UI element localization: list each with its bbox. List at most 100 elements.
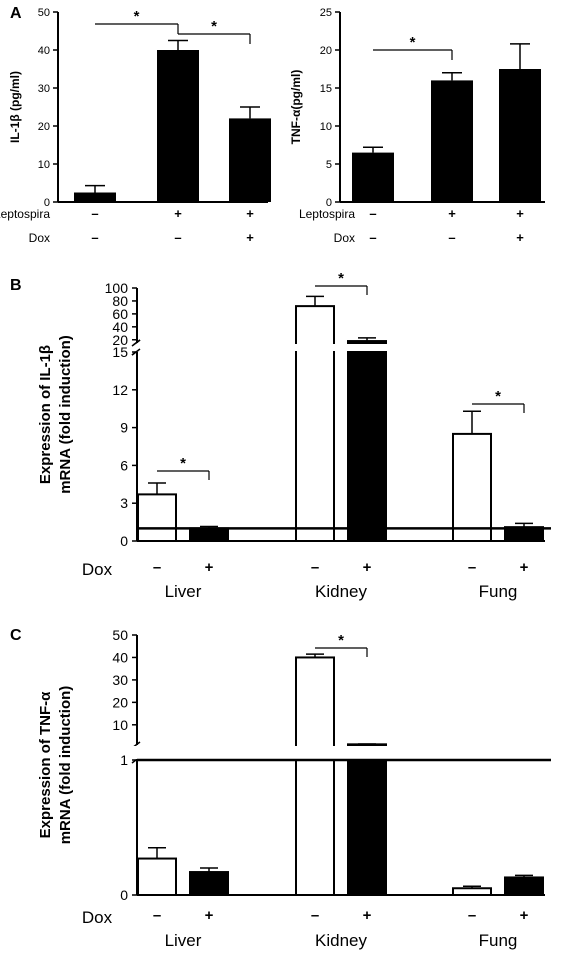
condition-label: Dox <box>29 231 50 245</box>
axis-break-mark <box>131 339 141 347</box>
y-axis-label: Expression of IL-1β <box>37 345 54 484</box>
bar <box>295 656 335 896</box>
condition-sign: + <box>448 206 456 221</box>
y-tick-label: 100 <box>105 280 129 296</box>
condition-sign: – <box>153 559 161 576</box>
y-tick-label: 0 <box>120 887 128 903</box>
significance-bracket-label: * <box>338 632 344 649</box>
bar <box>347 743 387 896</box>
condition-sign: – <box>311 907 319 924</box>
y-tick-label: 10 <box>38 159 50 171</box>
chart-tnfa-mrna: 0 1 10 20 30 40 50 Expression of TNF-α mRNA (fol… <box>37 627 551 950</box>
chart-il1b-protein: 0 10 20 30 40 50 IL-1β (pg/ml) * * Leptospira – + + D… <box>0 7 271 245</box>
y-tick-label: 15 <box>320 83 332 95</box>
bar <box>74 192 116 202</box>
axis-break-gap <box>129 746 549 759</box>
bar <box>137 493 177 543</box>
y-tick-label: 10 <box>320 121 332 133</box>
y-tick-label: 10 <box>112 717 128 733</box>
condition-sign: – <box>468 559 476 576</box>
condition-sign: – <box>468 907 476 924</box>
group-label: Fung <box>479 582 518 601</box>
y-tick-label: 15 <box>112 344 128 360</box>
y-tick-label: 20 <box>112 332 128 348</box>
bar <box>189 527 229 543</box>
condition-sign: + <box>246 206 254 221</box>
y-tick-label: 0 <box>44 197 50 209</box>
bar <box>157 50 199 202</box>
significance-bracket-label: * <box>211 18 217 35</box>
bar <box>347 340 387 543</box>
significance-bracket-label: * <box>410 34 416 51</box>
condition-sign: + <box>516 230 524 245</box>
significance-bracket-label: * <box>338 270 344 287</box>
significance-bracket-label: * <box>180 455 186 472</box>
condition-label: Dox <box>334 231 355 245</box>
panel-label-b: B <box>10 277 22 294</box>
y-tick-label: 1 <box>120 752 128 768</box>
y-tick-label: 6 <box>120 457 128 473</box>
bar <box>431 80 473 202</box>
y-tick-label: 5 <box>326 159 332 171</box>
significance-bracket-label: * <box>134 8 140 25</box>
group-label: Liver <box>165 931 202 950</box>
condition-sign: – <box>369 230 376 245</box>
y-axis-label: TNF-α(pg/ml) <box>289 70 303 145</box>
y-tick-label: 40 <box>112 649 128 665</box>
condition-sign: + <box>363 907 372 924</box>
group-label: Kidney <box>315 931 367 950</box>
bar <box>229 118 271 202</box>
y-tick-label: 3 <box>120 495 128 511</box>
condition-label: Leptospira <box>299 207 355 221</box>
y-tick-label: 50 <box>38 7 50 19</box>
axis-break-gap <box>129 344 549 351</box>
condition-sign: + <box>205 907 214 924</box>
condition-sign: – <box>91 230 98 245</box>
panel-label-c: C <box>10 627 22 644</box>
y-tick-label: 80 <box>112 293 128 309</box>
y-tick-label: 50 <box>112 627 128 643</box>
y-tick-label: 25 <box>320 7 332 19</box>
axis-break-mark <box>131 348 141 356</box>
y-tick-label: 30 <box>112 672 128 688</box>
y-tick-label: 0 <box>326 197 332 209</box>
group-label: Kidney <box>315 582 367 601</box>
bar <box>452 887 492 896</box>
bar <box>452 432 492 542</box>
y-tick-label: 30 <box>38 83 50 95</box>
panel-label-a: A <box>10 5 22 22</box>
y-tick-label: 40 <box>112 319 128 335</box>
bar <box>499 69 541 202</box>
condition-label: Dox <box>82 908 113 927</box>
y-tick-label: 9 <box>120 420 128 436</box>
condition-sign: – <box>91 206 98 221</box>
y-tick-label: 20 <box>38 121 50 133</box>
bar <box>189 871 229 896</box>
y-tick-label: 20 <box>112 694 128 710</box>
y-tick-label: 40 <box>38 45 50 57</box>
group-label: Liver <box>165 582 202 601</box>
bar <box>504 876 544 897</box>
group-label: Fung <box>479 931 518 950</box>
condition-sign: + <box>246 230 254 245</box>
condition-sign: – <box>311 559 319 576</box>
y-tick-label: 0 <box>120 533 128 549</box>
condition-sign: – <box>369 206 376 221</box>
y-axis-label: Expression of TNF-α <box>37 691 54 839</box>
condition-sign: + <box>363 559 372 576</box>
bar <box>137 857 177 896</box>
y-axis-label: mRNA (fold induction) <box>57 686 74 845</box>
condition-sign: + <box>174 206 182 221</box>
y-axis-label: mRNA (fold induction) <box>57 335 74 494</box>
condition-sign: + <box>516 206 524 221</box>
condition-sign: – <box>174 230 181 245</box>
condition-sign: – <box>448 230 455 245</box>
condition-sign: + <box>520 559 529 576</box>
condition-sign: – <box>153 907 161 924</box>
y-tick-label: 12 <box>112 382 128 398</box>
y-axis-label: IL-1β (pg/ml) <box>8 71 22 143</box>
condition-sign: + <box>205 559 214 576</box>
